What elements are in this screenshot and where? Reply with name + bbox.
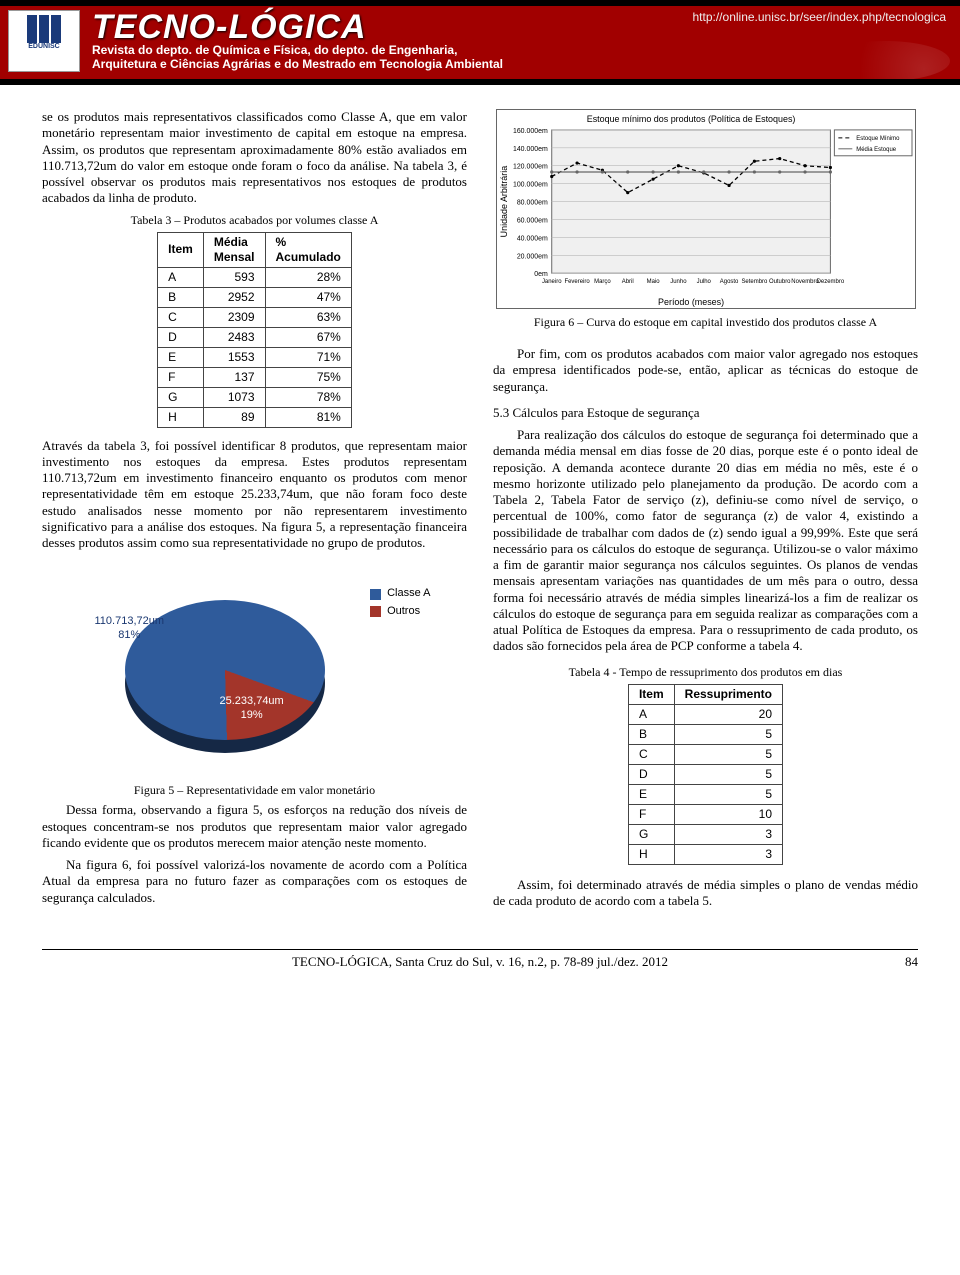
publisher-logo: EDUNISC [8,10,80,72]
svg-text:Novembro: Novembro [791,279,819,285]
header-stripe-bottom [0,79,960,85]
section-5-3-heading: 5.3 Cálculos para Estoque de segurança [493,405,918,421]
table4-caption: Tabela 4 - Tempo de ressuprimento dos pr… [493,665,918,680]
logo-label: EDUNISC [28,43,60,52]
pie-value-b: 25.233,74um [220,695,284,709]
page-body: se os produtos mais representativos clas… [0,85,960,931]
legend-label-a: Classe A [387,587,430,601]
svg-text:Período (meses): Período (meses) [658,297,724,307]
para-left-1: se os produtos mais representativos clas… [42,109,467,207]
svg-text:Média Estoque: Média Estoque [856,147,896,153]
table3-caption: Tabela 3 – Produtos acabados por volumes… [42,213,467,228]
para-right-2: Para realização dos cálculos do estoque … [493,427,918,655]
svg-text:Estoque mínimo dos produtos (P: Estoque mínimo dos produtos (Política de… [586,114,795,124]
footer-citation: TECNO-LÓGICA, Santa Cruz do Sul, v. 16, … [292,954,668,969]
pie-legend: Classe A Outros [370,587,430,623]
svg-text:Julho: Julho [696,279,711,285]
svg-text:Janeiro: Janeiro [541,279,561,285]
svg-text:80.000em: 80.000em [516,200,547,207]
svg-text:0em: 0em [534,271,548,278]
svg-text:Unidade Arbitrária: Unidade Arbitrária [498,166,508,238]
pie-pct-b: 19% [220,709,284,723]
svg-text:40.000em: 40.000em [516,235,547,242]
svg-text:Outubro: Outubro [768,279,790,285]
svg-text:60.000em: 60.000em [516,217,547,224]
para-left-2: Através da tabela 3, foi possível identi… [42,438,467,552]
svg-text:Junho: Junho [670,279,687,285]
svg-text:Fevereiro: Fevereiro [564,279,590,285]
legend-swatch-a [370,589,381,600]
journal-subtitle: Revista do depto. de Química e Física, d… [92,44,503,72]
legend-item-b: Outros [370,605,430,619]
svg-text:Setembro: Setembro [741,279,768,285]
para-right-3: Assim, foi determinado através de média … [493,877,918,910]
svg-text:Estoque Mínimo: Estoque Mínimo [856,136,900,142]
figure5-pie: 110.713,72um 81% 25.233,74um 19% Classe … [65,565,445,775]
column-right: 0em 20.000em 40.000em 60.000em 80.000em 100.0… [493,109,918,915]
linechart-svg: 0em 20.000em 40.000em 60.000em 80.000em 100.0… [497,110,915,309]
page-footer: TECNO-LÓGICA, Santa Cruz do Sul, v. 16, … [42,949,918,970]
footer-page-number: 84 [905,954,918,970]
subtitle-line-2: Arquitetura e Ciências Agrárias e do Mes… [92,58,503,72]
svg-text:Dezembro: Dezembro [816,279,844,285]
journal-url: http://online.unisc.br/seer/index.php/te… [693,10,947,25]
figure6-caption: Figura 6 – Curva do estoque em capital i… [493,315,918,330]
subtitle-line-1: Revista do depto. de Química e Física, d… [92,44,503,58]
svg-text:140.000em: 140.000em [512,146,547,153]
para-left-3: Dessa forma, observando a figura 5, os e… [42,802,467,851]
figure6-linechart: 0em 20.000em 40.000em 60.000em 80.000em 100.0… [496,109,916,309]
pie-label-outros: 25.233,74um 19% [220,695,284,723]
pie-value-a: 110.713,72um [95,615,165,629]
legend-label-b: Outros [387,605,420,619]
svg-text:120.000em: 120.000em [512,164,547,171]
pie-pct-a: 81% [95,629,165,643]
column-left: se os produtos mais representativos clas… [42,109,467,915]
para-right-1: Por fim, com os produtos acabados com ma… [493,346,918,395]
para-left-4: Na figura 6, foi possível valorizá-los n… [42,857,467,906]
svg-text:100.000em: 100.000em [512,182,547,189]
svg-text:Abril: Abril [621,279,633,285]
svg-text:Maio: Maio [646,279,660,285]
svg-text:20.000em: 20.000em [516,253,547,260]
globe-decor-icon [820,41,950,81]
logo-bars-icon [27,15,61,43]
table3: ItemMédiaMensal%AcumuladoA59328%B295247%… [157,232,352,428]
legend-swatch-b [370,606,381,617]
svg-text:Março: Março [594,279,611,285]
legend-item-a: Classe A [370,587,430,601]
journal-header: EDUNISC TECNO-LÓGICA Revista do depto. d… [0,0,960,85]
pie-label-classeA: 110.713,72um 81% [95,615,165,643]
svg-text:160.000em: 160.000em [512,128,547,135]
figure5-caption: Figura 5 – Representatividade em valor m… [42,783,467,798]
svg-text:Agosto: Agosto [719,279,738,285]
table4: ItemRessuprimentoA20B5C5D5E5F10G3H3 [628,684,783,865]
